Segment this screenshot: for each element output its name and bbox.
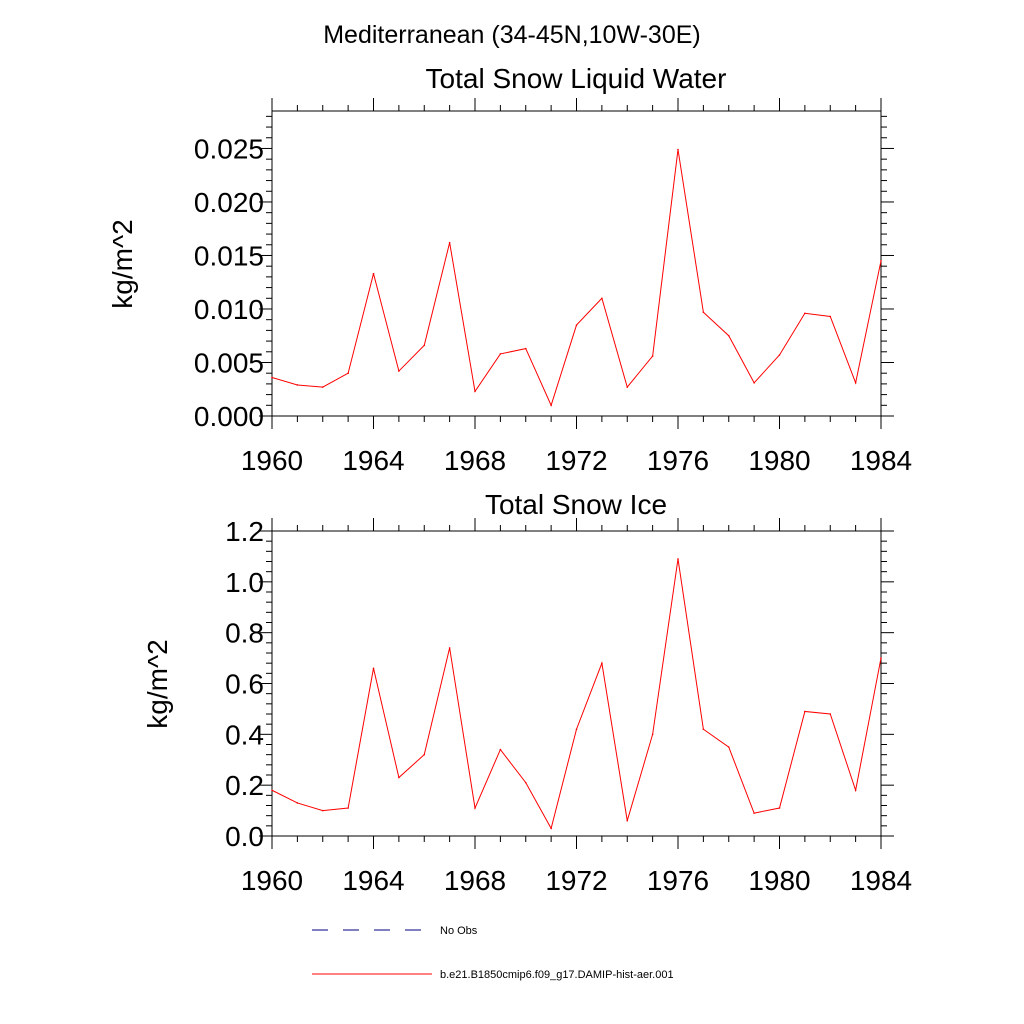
x-tick-label: 1984 — [850, 445, 912, 476]
data-point — [880, 260, 882, 262]
data-point — [727, 746, 730, 748]
y-tick-label: 0.6 — [225, 669, 264, 700]
plot-frame — [271, 110, 882, 417]
data-point — [601, 662, 603, 664]
data-point — [778, 807, 781, 809]
data-point — [702, 311, 705, 313]
data-point — [651, 355, 654, 357]
data-point — [651, 733, 654, 736]
legend-model-label: b.e21.B1850cmip6.f09_g17.DAMIP-hist-aer.… — [440, 969, 674, 981]
data-point — [398, 370, 400, 372]
data-point — [626, 386, 629, 388]
data-point — [702, 728, 705, 731]
data-point — [423, 344, 426, 347]
data-point — [499, 748, 502, 751]
data-point — [271, 376, 273, 379]
data-point — [474, 390, 476, 393]
data-point — [880, 657, 882, 659]
data-point — [296, 384, 299, 386]
data-point — [804, 312, 806, 315]
data-point — [854, 382, 857, 384]
data-point — [804, 710, 806, 713]
chart-snow-ice: Total Snow Ice kg/m^2 1960 1964 1968 1972 19… — [142, 489, 912, 896]
y-tick-label: 0.8 — [225, 618, 264, 649]
data-point — [626, 819, 629, 822]
figure-title: Mediterranean (34-45N,10W-30E) — [323, 21, 701, 49]
data-point — [499, 353, 502, 355]
data-point — [398, 776, 400, 779]
x-tick-label: 1968 — [444, 865, 506, 896]
data-point — [677, 148, 679, 151]
plot-frame — [271, 530, 882, 837]
data-point — [550, 827, 552, 830]
chart-title: Total Snow Liquid Water — [426, 63, 727, 94]
data-point — [347, 372, 349, 374]
data-point — [524, 347, 527, 350]
y-tick-label: 1.2 — [225, 516, 264, 547]
x-tick-label: 1960 — [241, 865, 303, 896]
legend-obs-label: No Obs — [440, 925, 478, 937]
y-tick-label: 0.000 — [194, 401, 264, 432]
y-tick-label: 1.0 — [225, 567, 264, 598]
data-point — [321, 386, 324, 388]
data-point — [448, 647, 451, 649]
data-point — [829, 713, 832, 715]
y-tick-label: 0.005 — [194, 347, 264, 378]
chart-snow-liquid-water: Total Snow Liquid Water kg/m^2 1960 1964 1… — [107, 63, 912, 476]
data-point — [347, 807, 349, 809]
legend: No Obs b.e21.B1850cmip6.f09_g17.DAMIP-hi… — [312, 925, 674, 981]
data-point — [321, 809, 324, 812]
data-point — [271, 789, 273, 792]
data-point — [296, 802, 299, 804]
series-line — [271, 149, 882, 407]
data-point — [727, 334, 730, 337]
data-point — [524, 781, 527, 784]
data-point — [448, 241, 451, 244]
data-point — [677, 558, 679, 560]
data-point — [753, 812, 755, 814]
data-point — [550, 404, 552, 407]
chart-title: Total Snow Ice — [485, 489, 667, 520]
data-point — [829, 315, 832, 318]
y-axis-label: kg/m^2 — [107, 219, 138, 308]
y-axis-label: kg/m^2 — [142, 639, 173, 728]
y-tick-label: 0.4 — [225, 719, 264, 750]
data-point — [474, 807, 476, 809]
data-point — [854, 789, 857, 792]
data-point — [575, 728, 578, 731]
data-point — [753, 382, 755, 384]
series-line — [271, 558, 882, 830]
data-point — [372, 667, 375, 670]
y-tick-label: 0.015 — [194, 240, 264, 271]
x-tick-label: 1972 — [545, 865, 607, 896]
y-tick-label: 0.010 — [194, 294, 264, 325]
x-tick-label: 1968 — [444, 445, 506, 476]
y-tick-label: 0.2 — [225, 770, 264, 801]
data-point — [423, 753, 426, 756]
x-tick-label: 1972 — [545, 445, 607, 476]
x-tick-label: 1964 — [342, 865, 404, 896]
x-tick-label: 1976 — [647, 865, 709, 896]
x-tick-label: 1980 — [748, 865, 810, 896]
data-point — [778, 354, 781, 356]
x-tick-label: 1964 — [342, 445, 404, 476]
x-tick-label: 1984 — [850, 865, 912, 896]
data-point — [372, 272, 375, 275]
y-tick-label: 0.0 — [225, 821, 264, 852]
x-tick-label: 1976 — [647, 445, 709, 476]
x-tick-label: 1960 — [241, 445, 303, 476]
y-tick-label: 0.020 — [194, 187, 264, 218]
data-point — [575, 324, 578, 326]
x-tick-label: 1980 — [748, 445, 810, 476]
y-tick-label: 0.025 — [194, 133, 264, 164]
data-point — [601, 297, 603, 300]
